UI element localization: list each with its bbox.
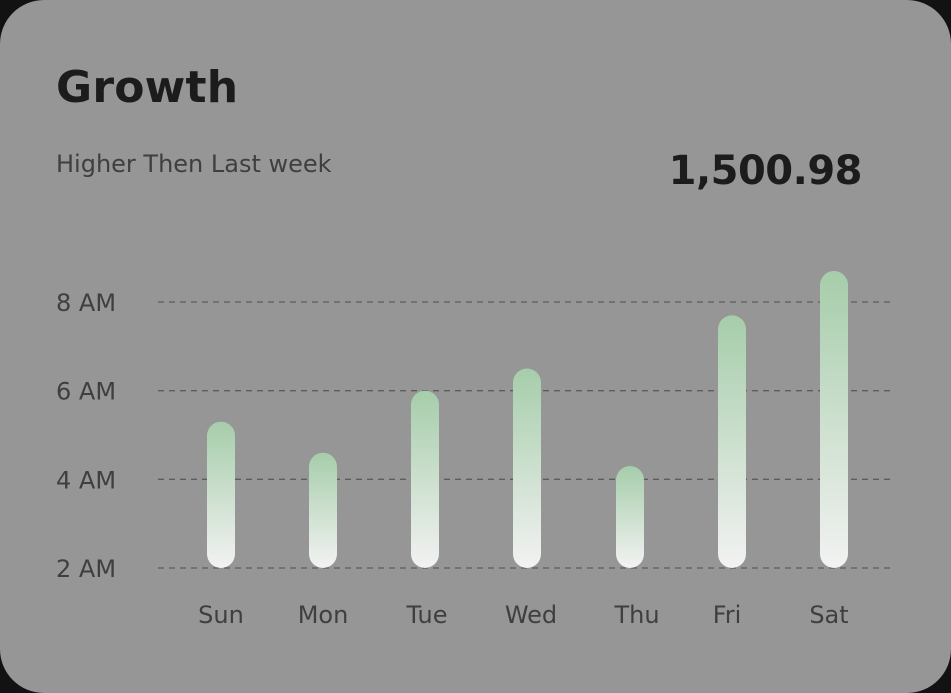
x-tick-label: Sat: [809, 601, 848, 629]
y-tick-label: 8 AM: [56, 289, 116, 317]
x-tick-label: Sun: [198, 601, 244, 629]
x-tick-label: Tue: [406, 601, 448, 629]
bar-mon: [309, 452, 337, 568]
x-tick-label: Fri: [713, 601, 742, 629]
y-tick-label: 4 AM: [56, 466, 116, 494]
x-tick-label: Wed: [505, 601, 557, 629]
bar-tue: [411, 390, 439, 568]
bar-sat: [820, 270, 848, 568]
x-tick-label: Mon: [298, 601, 349, 629]
card-title: Growth: [56, 62, 239, 113]
bar-fri: [718, 315, 746, 568]
bar-sun: [207, 421, 235, 568]
y-tick-label: 2 AM: [56, 555, 116, 583]
card-subtitle: Higher Then Last week: [56, 150, 332, 178]
bar-wed: [513, 368, 541, 568]
y-tick-label: 6 AM: [56, 378, 116, 406]
total-value: 1,500.98: [668, 148, 863, 194]
bar-thu: [616, 466, 644, 568]
x-tick-label: Thu: [613, 601, 659, 629]
